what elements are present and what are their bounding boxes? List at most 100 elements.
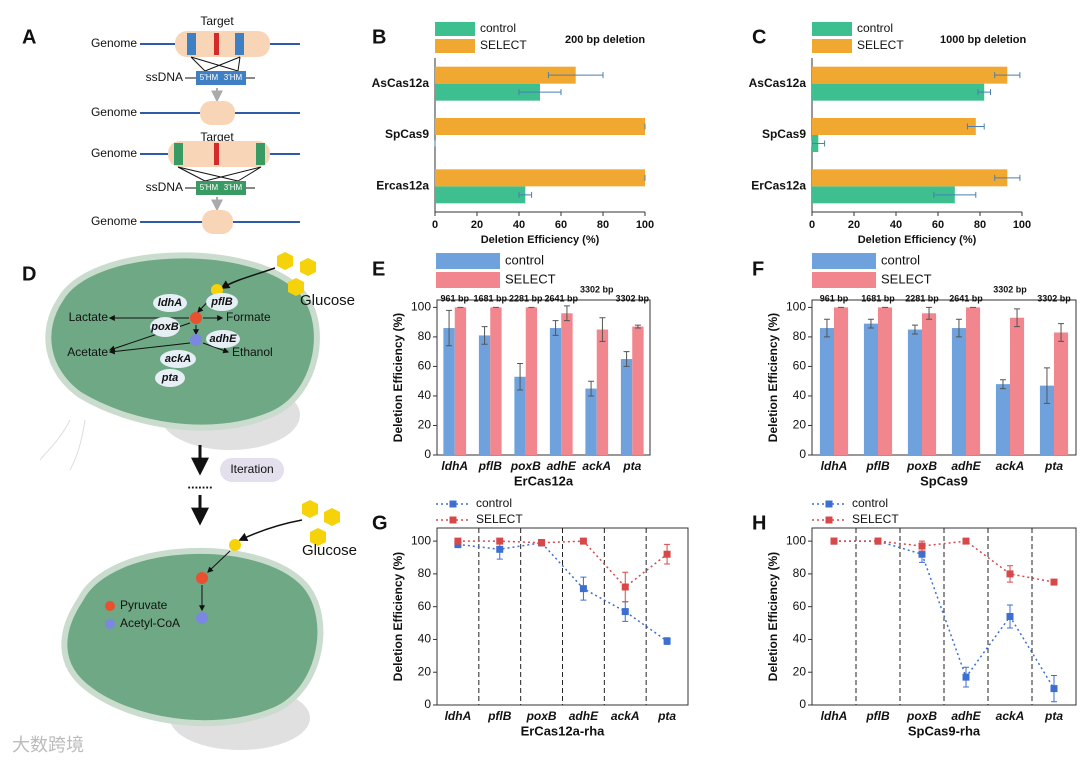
error-bar xyxy=(547,72,604,79)
y-tick-label: 0 xyxy=(799,697,806,711)
error-bar xyxy=(966,123,985,130)
legend-label: SELECT xyxy=(480,38,527,52)
legend-marker xyxy=(825,500,833,508)
panel-letter: F xyxy=(752,258,764,280)
label: Glucose xyxy=(300,292,355,309)
y-tick-label: SpCas9 xyxy=(385,127,429,141)
error-bar xyxy=(518,191,533,198)
panel-letter: D xyxy=(22,263,36,285)
legend-swatch xyxy=(812,22,852,36)
y-tick-label: 40 xyxy=(793,632,807,646)
marker xyxy=(1006,613,1014,620)
error-bar xyxy=(481,326,488,345)
watermark: 大数跨境 xyxy=(12,735,84,755)
x-tick-label: poxB xyxy=(526,709,557,723)
annotation: 1000 bp deletion xyxy=(940,34,1026,46)
y-tick-label: 100 xyxy=(786,300,806,314)
x-tick-label: 20 xyxy=(848,219,860,231)
annotation: 2641 bp xyxy=(544,293,578,303)
x-axis-label: Deletion Efficiency (%) xyxy=(858,234,977,246)
y-tick-label: 0 xyxy=(424,447,431,461)
x-tick-label: 60 xyxy=(932,219,944,231)
y-tick-label: 100 xyxy=(411,300,431,314)
bar xyxy=(549,328,562,455)
x-tick-label: ackA xyxy=(582,459,611,473)
marker xyxy=(962,537,970,545)
annotation: 1681 bp xyxy=(473,293,507,303)
legend-label: control xyxy=(852,496,888,510)
plot-frame xyxy=(811,299,1077,456)
marker xyxy=(874,537,882,545)
x-tick-label: ldhA xyxy=(821,709,848,723)
x-tick-label: pflB xyxy=(865,709,890,723)
legend-label: control xyxy=(857,21,893,35)
legend-marker xyxy=(449,516,457,524)
annotation: 2641 bp xyxy=(949,293,983,303)
annotation: 961 bp xyxy=(820,293,849,303)
bar xyxy=(907,329,922,455)
panel-letter: E xyxy=(372,258,385,280)
series-line xyxy=(834,540,1055,583)
legend-label: control xyxy=(505,252,544,267)
annotation: 200 bp deletion xyxy=(565,34,645,46)
marker xyxy=(962,673,970,681)
y-tick-label: 20 xyxy=(793,664,807,678)
x-axis-label: SpCas9-rha xyxy=(908,723,981,738)
bar xyxy=(819,328,834,455)
error-bar xyxy=(1043,367,1050,404)
gene: poxB xyxy=(150,321,179,333)
bar xyxy=(995,384,1010,455)
error-bar xyxy=(1058,323,1065,342)
error-bar xyxy=(599,317,606,342)
y-axis-label: Deletion Efficiency (%) xyxy=(766,552,780,681)
marker xyxy=(918,550,926,558)
label: Glucose xyxy=(302,542,357,559)
x-tick-label: 0 xyxy=(432,219,438,231)
marker xyxy=(830,537,838,545)
marker xyxy=(1006,570,1014,578)
y-tick-label: 40 xyxy=(418,388,432,402)
x-tick-label: 100 xyxy=(636,219,654,231)
bar xyxy=(812,186,955,204)
x-axis-label: ErCas12a-rha xyxy=(521,723,606,738)
legend-label: SELECT xyxy=(852,512,899,526)
legend-label: Pyruvate xyxy=(120,598,168,612)
label: Genome xyxy=(91,214,137,228)
y-tick-label: 20 xyxy=(418,664,432,678)
x-tick-label: 0 xyxy=(809,219,815,231)
y-tick-label: ErCas12a xyxy=(751,179,806,193)
x-tick-label: 80 xyxy=(974,219,986,231)
label: 5'HM xyxy=(200,183,219,192)
x-tick-label: ldhA xyxy=(821,459,848,473)
label: Formate xyxy=(226,310,271,324)
error-bar xyxy=(977,89,991,96)
marker xyxy=(1050,685,1058,693)
bar xyxy=(1054,332,1069,455)
x-tick-label: ldhA xyxy=(441,459,468,473)
error-bar xyxy=(823,318,830,338)
legend-swatch xyxy=(436,253,500,269)
y-tick-label: 60 xyxy=(793,599,807,613)
bar xyxy=(490,307,502,455)
bar xyxy=(525,307,538,455)
bar xyxy=(596,329,609,455)
bar xyxy=(878,307,893,455)
x-tick-label: pflB xyxy=(865,459,890,473)
marker xyxy=(454,537,462,545)
marker xyxy=(496,537,504,545)
y-tick-label: AsCas12a xyxy=(749,76,807,90)
error-bar xyxy=(1014,308,1021,328)
marker xyxy=(621,583,629,591)
bar xyxy=(435,169,645,187)
bar xyxy=(812,169,1008,187)
marker xyxy=(496,545,504,553)
y-tick-label: 80 xyxy=(418,566,432,580)
label: Genome xyxy=(91,36,137,50)
y-tick-label: 0 xyxy=(799,447,806,461)
x-tick-label: adhE xyxy=(569,709,599,723)
label: Iteration xyxy=(230,462,273,476)
x-tick-label: adhE xyxy=(547,459,577,473)
x-tick-label: pflB xyxy=(478,459,503,473)
bar xyxy=(561,313,573,455)
y-tick-label: 80 xyxy=(793,329,807,343)
